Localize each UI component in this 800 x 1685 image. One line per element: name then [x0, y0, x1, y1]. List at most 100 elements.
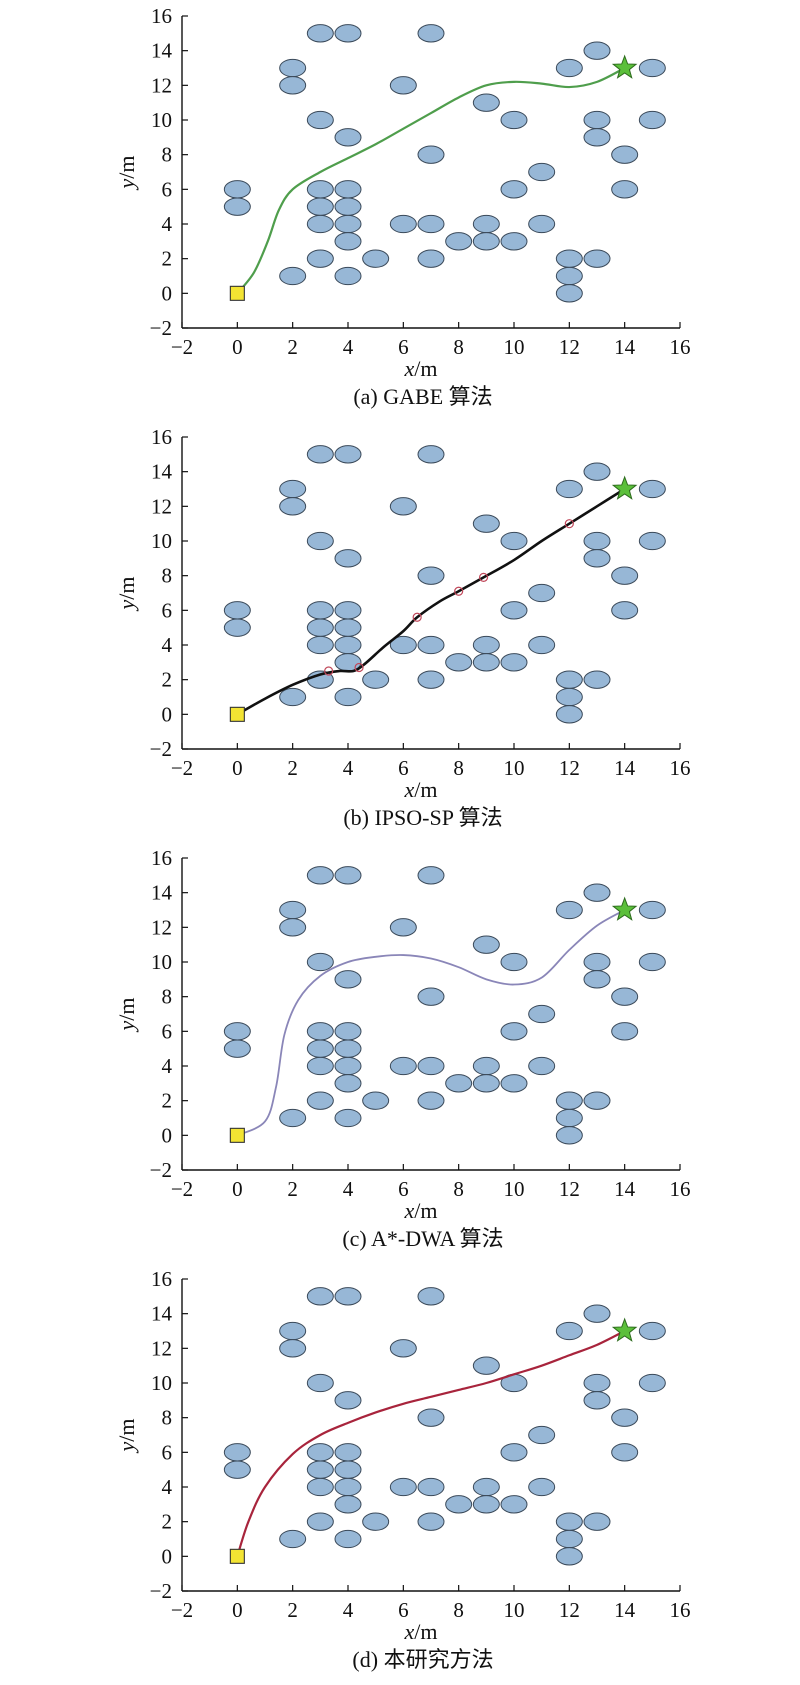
obstacle	[279, 479, 307, 499]
y-tick-label: 12	[151, 915, 172, 939]
obstacle	[472, 214, 500, 234]
obstacle	[389, 214, 417, 234]
obstacle	[472, 635, 500, 655]
x-tick-label: 2	[287, 756, 298, 780]
x-axis-label: x/m	[404, 1198, 438, 1223]
obstacle	[334, 1108, 362, 1128]
obstacle	[389, 1339, 417, 1358]
y-tick-label: 0	[162, 1544, 173, 1568]
obstacle	[306, 952, 334, 972]
obstacle	[223, 1443, 251, 1462]
obstacle	[638, 479, 666, 499]
obstacle	[389, 1056, 417, 1076]
panel-caption: (a) GABE 算法	[353, 384, 492, 409]
obstacle	[223, 180, 251, 199]
obstacle	[583, 952, 611, 972]
obstacle	[500, 952, 528, 972]
waypoint-marker	[478, 572, 489, 582]
obstacle	[306, 1477, 334, 1497]
goal-star-marker	[611, 1317, 638, 1342]
y-tick-label: 14	[151, 39, 173, 63]
obstacle	[306, 197, 334, 216]
x-tick-label: 14	[614, 1177, 636, 1201]
obstacle	[417, 987, 445, 1006]
obstacle	[334, 1460, 362, 1479]
obstacle	[279, 687, 307, 707]
y-tick-label: 4	[162, 633, 173, 657]
obstacle	[362, 670, 390, 689]
obstacle	[528, 1477, 556, 1497]
x-tick-label: −2	[171, 756, 193, 780]
obstacle	[638, 531, 666, 551]
obstacle	[223, 1460, 251, 1479]
obstacle	[528, 1004, 556, 1024]
y-tick-label: 6	[162, 1019, 173, 1043]
obstacle	[306, 1091, 334, 1110]
path-line	[236, 909, 626, 1137]
y-tick-label: 0	[162, 1123, 173, 1147]
start-marker	[229, 285, 245, 301]
x-tick-label: 14	[614, 335, 636, 359]
obstacle	[279, 900, 307, 920]
obstacle	[472, 1356, 500, 1375]
y-tick-label: 6	[162, 598, 173, 622]
obstacle	[223, 1022, 251, 1041]
waypoint-marker	[454, 586, 464, 596]
obstacle	[306, 214, 334, 234]
obstacle	[472, 935, 500, 954]
start-marker	[229, 706, 245, 722]
x-tick-label: 4	[343, 756, 354, 780]
x-tick-label: 6	[398, 756, 409, 780]
x-tick-label: 8	[453, 1598, 464, 1622]
obstacle	[611, 566, 639, 585]
obstacle	[389, 497, 417, 516]
panel-caption: (d) 本研究方法	[352, 1647, 493, 1672]
obstacle	[445, 1074, 473, 1093]
chart-panel-a: −2 0 2 4 6 8 10 12 14 16 −2 0 2 4 6 8 10 12 14 16 x/m y/m (a) …	[114, 4, 691, 409]
obstacle	[334, 214, 362, 234]
obstacle	[389, 918, 417, 937]
obstacle	[223, 1039, 251, 1058]
y-axis-label: y/m	[114, 577, 139, 612]
x-tick-label: 6	[398, 1598, 409, 1622]
x-tick-label: 2	[287, 1177, 298, 1201]
y-tick-label: 8	[162, 143, 173, 167]
obstacle	[334, 197, 362, 216]
obstacle	[417, 214, 445, 234]
y-tick-label: 4	[162, 1475, 173, 1499]
obstacle	[279, 1529, 307, 1549]
obstacle	[555, 1529, 583, 1549]
x-tick-label: 14	[614, 756, 636, 780]
obstacle	[223, 197, 251, 216]
y-tick-label: 12	[151, 494, 172, 518]
obstacle	[417, 1056, 445, 1076]
obstacle	[555, 687, 583, 707]
obstacle	[334, 601, 362, 620]
obstacle	[279, 58, 307, 78]
y-tick-label: 10	[151, 1371, 172, 1395]
y-tick-label: 0	[162, 281, 173, 305]
obstacle	[334, 687, 362, 707]
obstacle	[583, 41, 611, 60]
obstacle	[583, 110, 611, 130]
x-tick-label: 4	[343, 335, 354, 359]
obstacle	[555, 670, 583, 689]
obstacle	[334, 232, 362, 251]
obstacle	[638, 952, 666, 972]
x-tick-label: 10	[504, 335, 525, 359]
y-axis-label: y/m	[114, 156, 139, 191]
obstacle	[279, 918, 307, 937]
obstacle	[306, 445, 334, 464]
obstacle	[334, 1022, 362, 1041]
obstacle	[472, 1056, 500, 1076]
obstacle	[611, 1408, 639, 1427]
obstacle	[500, 232, 528, 251]
x-axis-label: x/m	[404, 1619, 438, 1644]
obstacle	[445, 1495, 473, 1514]
x-tick-label: 6	[398, 335, 409, 359]
y-tick-label: 0	[162, 702, 173, 726]
obstacle	[500, 1495, 528, 1514]
obstacle	[417, 145, 445, 164]
obstacle	[306, 110, 334, 130]
obstacle	[334, 1391, 362, 1410]
